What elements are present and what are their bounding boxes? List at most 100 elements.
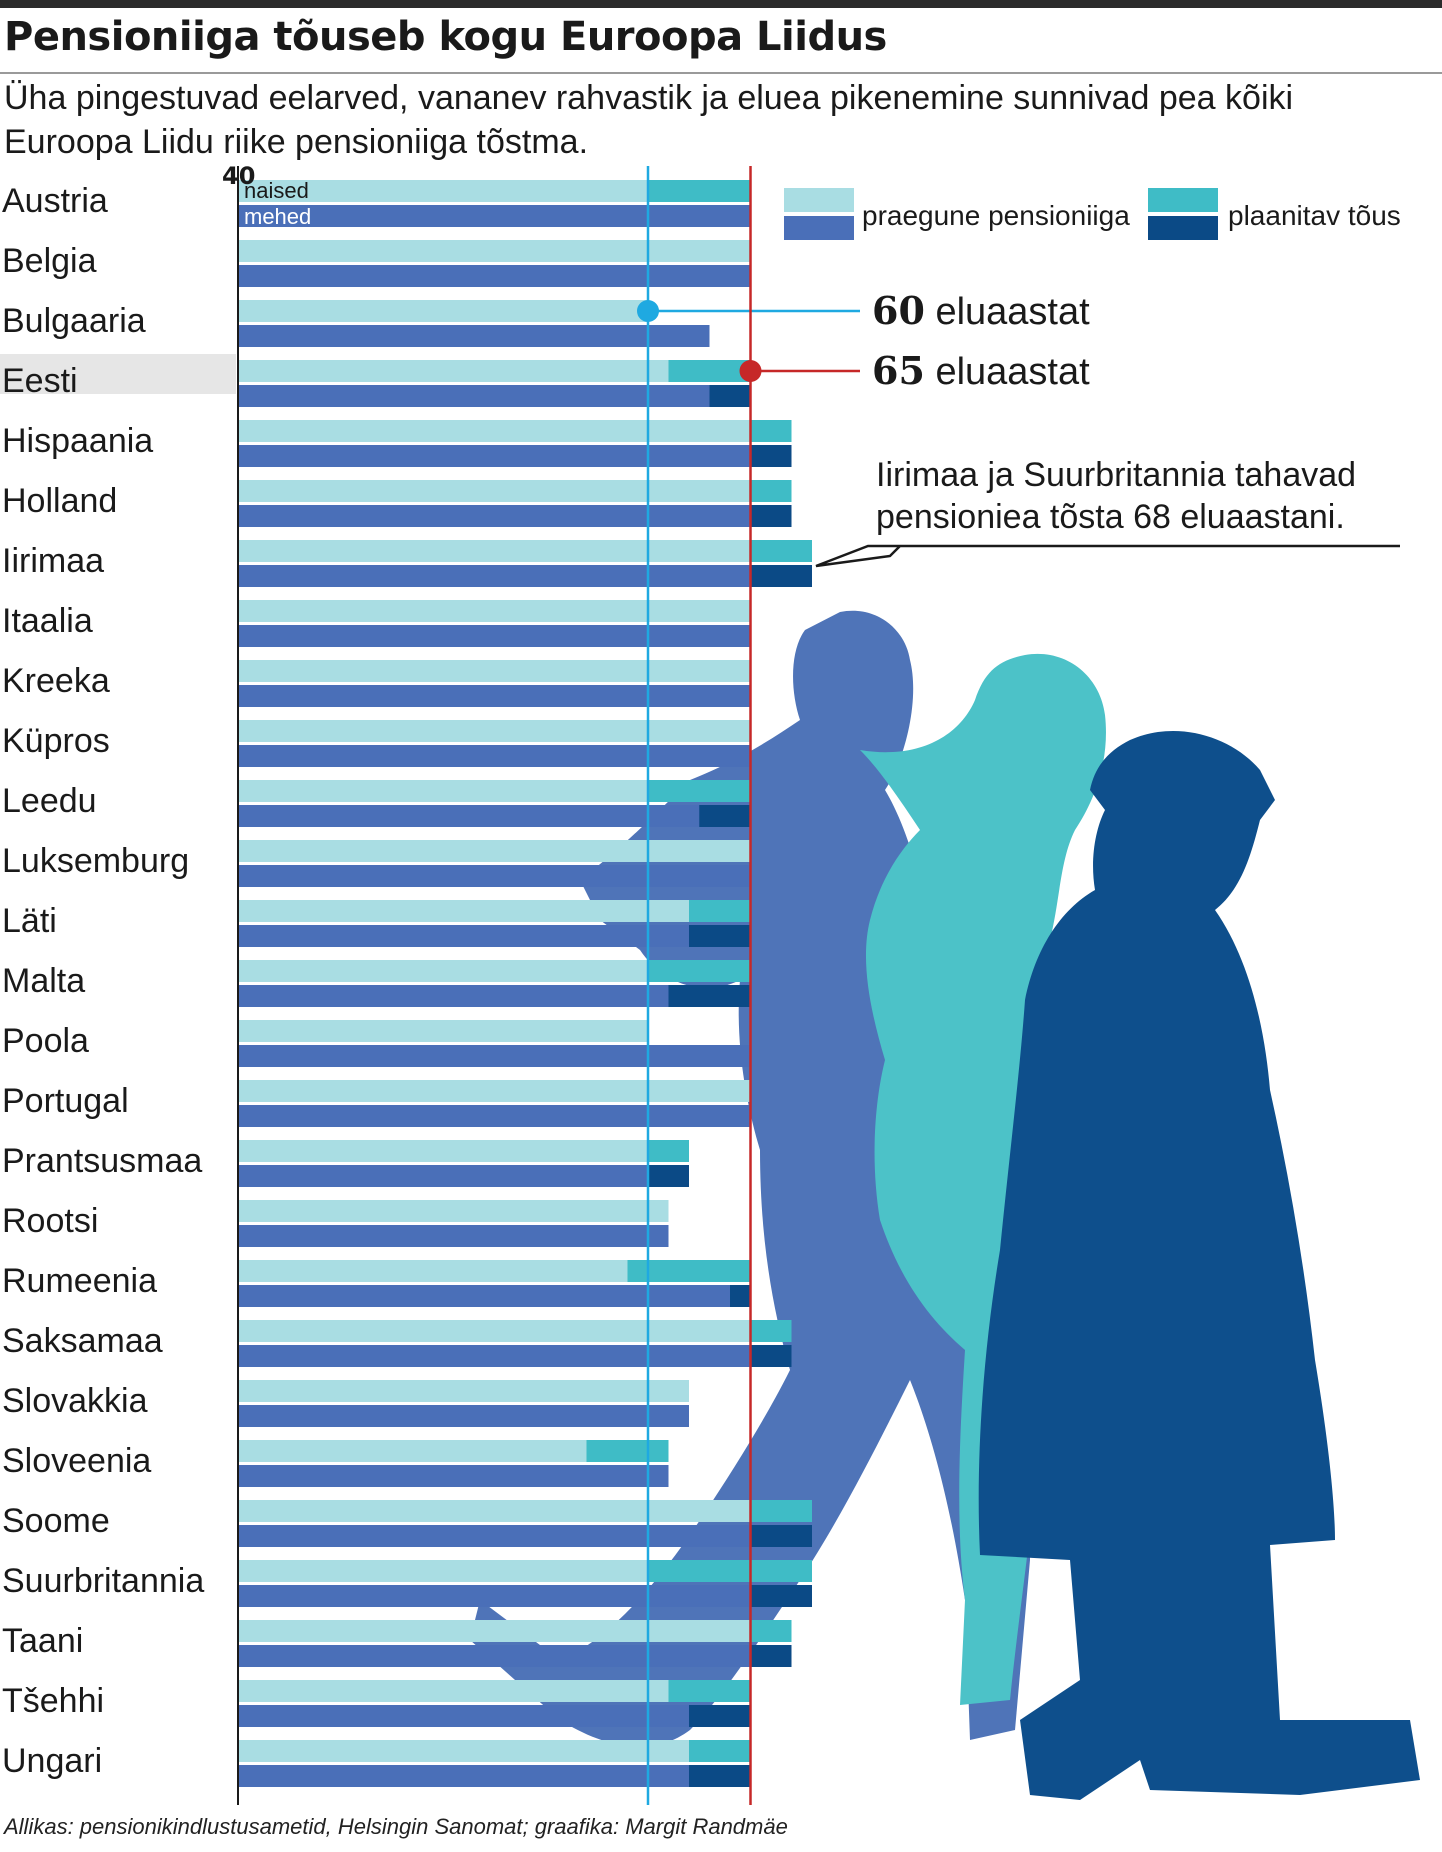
country-label-suurbritannia: Suurbritannia [2, 1562, 204, 1600]
title-divider [0, 72, 1442, 74]
bar-men-planned-ungari [689, 1765, 751, 1787]
bar-women-planned-austria [648, 180, 751, 202]
bar-women-current-t-ehhi [238, 1680, 669, 1702]
legend-swatch-men-current [784, 216, 854, 240]
bar-women-current-sloveenia [238, 1440, 587, 1462]
bar-men-planned-eesti [709, 385, 751, 407]
bar-men-planned-hispaania [750, 445, 792, 467]
bar-women-current-soome [238, 1500, 751, 1522]
bar-women-planned-prantsusmaa [648, 1140, 689, 1162]
bar-men-planned-holland [750, 505, 792, 527]
legend: praegune pensioniiga plaanitav tõus [784, 188, 1401, 240]
country-label-itaalia: Itaalia [2, 602, 93, 640]
country-label-malta: Malta [2, 962, 85, 1000]
bar-men-planned-malta [668, 985, 751, 1007]
annotation-line-2: pensioniea tõsta 68 eluaastani. [876, 498, 1345, 536]
legend-swatch-men-planned [1148, 216, 1218, 240]
annotation-callout-pointer [815, 544, 1400, 568]
bar-women-current-rootsi [238, 1200, 669, 1222]
bar-women-current-belgia [238, 240, 751, 262]
legend-label-planned: plaanitav tõus [1228, 200, 1401, 231]
bar-women-current-bulgaaria [238, 300, 648, 322]
country-label-luksemburg: Luksemburg [2, 842, 189, 880]
bar-women-planned-ungari [689, 1740, 751, 1762]
bar-men-planned-suurbritannia [750, 1585, 812, 1607]
bar-women-current-kreeka [238, 660, 751, 682]
bar-women-planned-l-ti [689, 900, 751, 922]
bar-women-planned-leedu [648, 780, 751, 802]
bar-area [238, 180, 812, 1787]
bar-men-planned-prantsusmaa [648, 1165, 689, 1187]
people-silhouettes [470, 610, 1420, 1800]
chart-title: Pensioniiga tõuseb kogu Euroopa Liidus [4, 14, 887, 60]
bar-men-current-austria [238, 205, 751, 227]
bar-men-current-itaalia [238, 625, 751, 647]
bar-women-current-holland [238, 480, 751, 502]
bar-men-current-saksamaa [238, 1345, 751, 1367]
bar-women-planned-suurbritannia [648, 1560, 812, 1582]
top-rule [0, 0, 1442, 8]
bar-women-current-k-pros [238, 720, 751, 742]
reference-label-65: 65 eluaastat [872, 348, 1090, 393]
bar-men-planned-rumeenia [730, 1285, 751, 1307]
country-label-hispaania: Hispaania [2, 422, 153, 460]
bar-women-planned-hispaania [750, 420, 792, 442]
country-label-slovakkia: Slovakkia [2, 1382, 148, 1420]
bar-women-planned-rumeenia [627, 1260, 751, 1282]
bar-men-current-t-ehhi [238, 1705, 689, 1727]
bar-men-current-rumeenia [238, 1285, 730, 1307]
bar-men-current-rootsi [238, 1225, 669, 1247]
bar-women-current-ungari [238, 1740, 689, 1762]
bar-women-current-eesti [238, 360, 669, 382]
country-label-t-ehhi: Tšehhi [2, 1682, 104, 1720]
bar-women-current-suurbritannia [238, 1560, 648, 1582]
bar-women-planned-t-ehhi [668, 1680, 751, 1702]
bar-women-current-prantsusmaa [238, 1140, 648, 1162]
bar-men-current-taani [238, 1645, 751, 1667]
country-label-kreeka: Kreeka [2, 662, 110, 700]
bar-women-current-itaalia [238, 600, 751, 622]
country-label-leedu: Leedu [2, 782, 97, 820]
bar-men-current-portugal [238, 1105, 751, 1127]
country-label-bulgaaria: Bulgaaria [2, 302, 146, 340]
reference-label-60: 60 eluaastat [872, 288, 1090, 333]
bar-men-current-kreeka [238, 685, 751, 707]
bar-men-planned-l-ti [689, 925, 751, 947]
bar-women-current-poola [238, 1020, 648, 1042]
bar-women-current-taani [238, 1620, 751, 1642]
bar-men-planned-taani [750, 1645, 792, 1667]
bar-women-planned-soome [750, 1500, 812, 1522]
bar-women-planned-holland [750, 480, 792, 502]
bar-women-planned-malta [648, 960, 751, 982]
bar-men-planned-soome [750, 1525, 812, 1547]
bar-women-current-hispaania [238, 420, 751, 442]
series-label-women: naised [244, 178, 309, 203]
bar-men-current-belgia [238, 265, 751, 287]
bar-women-current-portugal [238, 1080, 751, 1102]
reference-unit-65: eluaastat [925, 351, 1090, 393]
country-label-holland: Holland [2, 482, 117, 520]
bar-women-current-rumeenia [238, 1260, 628, 1282]
bar-men-current-eesti [238, 385, 710, 407]
country-label-k-pros: Küpros [2, 722, 110, 760]
bar-men-planned-leedu [699, 805, 751, 827]
bar-men-current-l-ti [238, 925, 689, 947]
country-label-rootsi: Rootsi [2, 1202, 98, 1240]
bar-women-current-l-ti [238, 900, 689, 922]
bar-men-current-ungari [238, 1765, 689, 1787]
reference-value-60: 60 [872, 288, 925, 333]
reference-value-65: 65 [872, 348, 925, 393]
bar-men-current-malta [238, 985, 669, 1007]
bar-men-current-suurbritannia [238, 1585, 751, 1607]
bar-women-planned-saksamaa [750, 1320, 792, 1342]
legend-swatch-women-current [784, 188, 854, 212]
bar-men-current-soome [238, 1525, 751, 1547]
source-note: Allikas: pensionikindlustusametid, Helsi… [4, 1814, 788, 1839]
country-label-poola: Poola [2, 1022, 89, 1060]
bar-men-planned-saksamaa [750, 1345, 792, 1367]
annotation-line-1: Iirimaa ja Suurbritannia tahavad [876, 456, 1356, 494]
bar-men-current-sloveenia [238, 1465, 669, 1487]
